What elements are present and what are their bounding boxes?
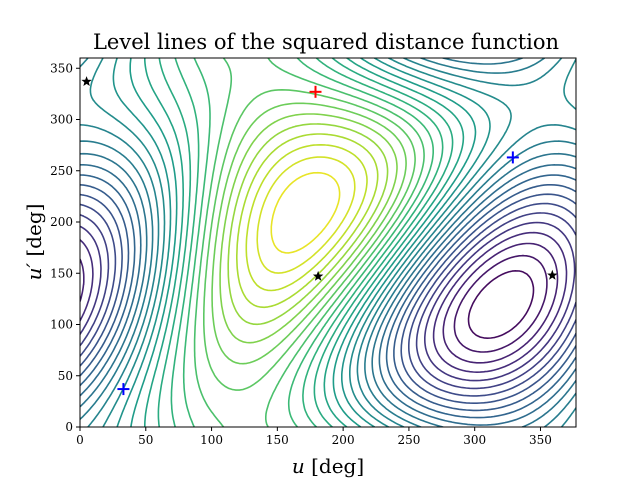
x-tick-label: 300 bbox=[463, 433, 486, 447]
contour-level-line bbox=[80, 58, 576, 427]
contour-level-line bbox=[80, 184, 576, 412]
contour-level-line bbox=[129, 58, 477, 427]
contour-level-line bbox=[112, 58, 491, 427]
x-axis-label: u [deg] bbox=[292, 454, 364, 478]
contour-level-line bbox=[80, 164, 576, 426]
y-tick-label: 350 bbox=[50, 61, 73, 75]
y-axis-variable: u′ bbox=[22, 263, 46, 281]
y-tick-label: 300 bbox=[50, 113, 73, 127]
x-tick-label: 100 bbox=[200, 433, 223, 447]
plot-frame bbox=[79, 57, 577, 428]
contour-level-line bbox=[157, 58, 454, 427]
y-axis-label: u′ [deg] bbox=[22, 204, 46, 281]
x-axis-ticks: 0 50 100 150 200 250 300 350 bbox=[76, 427, 552, 447]
y-tick-label: 50 bbox=[58, 369, 73, 383]
contour-level-line bbox=[80, 221, 576, 382]
contour-level-line bbox=[80, 202, 576, 397]
contour-level-line bbox=[144, 58, 465, 427]
x-tick-label: 150 bbox=[266, 433, 289, 447]
contour-level-line bbox=[270, 171, 341, 254]
contour-level-line bbox=[89, 58, 576, 427]
contour-level-line bbox=[245, 144, 368, 292]
minimum-marker bbox=[506, 151, 519, 164]
saddle-marker bbox=[547, 269, 558, 280]
y-tick-label: 150 bbox=[50, 266, 73, 280]
contour-level-line bbox=[211, 102, 407, 365]
x-axis-variable: u bbox=[292, 454, 305, 478]
contour-level-line bbox=[80, 242, 559, 364]
y-tick-label: 250 bbox=[50, 164, 73, 178]
contour-level-line bbox=[80, 231, 568, 373]
x-axis-unit: [deg] bbox=[305, 454, 364, 478]
contour-lines bbox=[80, 58, 576, 427]
x-tick-label: 250 bbox=[397, 433, 420, 447]
contour-level-line bbox=[80, 193, 576, 404]
critical-point-markers bbox=[81, 76, 558, 396]
y-axis-unit: [deg] bbox=[22, 204, 46, 263]
contour-level-line bbox=[203, 89, 416, 391]
saddle-marker bbox=[81, 76, 92, 87]
contour-level-line bbox=[80, 58, 576, 427]
contour-level-line bbox=[182, 58, 434, 427]
contour-level-line bbox=[219, 113, 398, 344]
contour-level-line bbox=[227, 123, 389, 326]
contour-level-line bbox=[193, 58, 425, 427]
y-tick-label: 0 bbox=[65, 420, 73, 434]
x-tick-label: 50 bbox=[138, 433, 153, 447]
y-tick-label: 100 bbox=[50, 318, 73, 332]
contour-level-line bbox=[467, 270, 535, 339]
contour-level-line bbox=[453, 254, 548, 353]
x-tick-label: 0 bbox=[76, 433, 84, 447]
contour-level-line bbox=[170, 58, 444, 427]
y-axis-ticks: 0 50 100 150 200 250 300 350 bbox=[50, 61, 80, 434]
saddle-marker bbox=[312, 270, 324, 281]
x-tick-label: 200 bbox=[332, 433, 355, 447]
minimum-marker bbox=[117, 383, 130, 396]
chart-title: Level lines of the squared distance func… bbox=[93, 30, 559, 54]
y-tick-label: 200 bbox=[50, 215, 73, 229]
contour-level-line bbox=[80, 174, 576, 419]
maximum-marker bbox=[309, 85, 322, 98]
x-tick-label: 350 bbox=[529, 433, 552, 447]
contour-level-line bbox=[256, 156, 356, 274]
contour-level-line bbox=[80, 212, 576, 390]
